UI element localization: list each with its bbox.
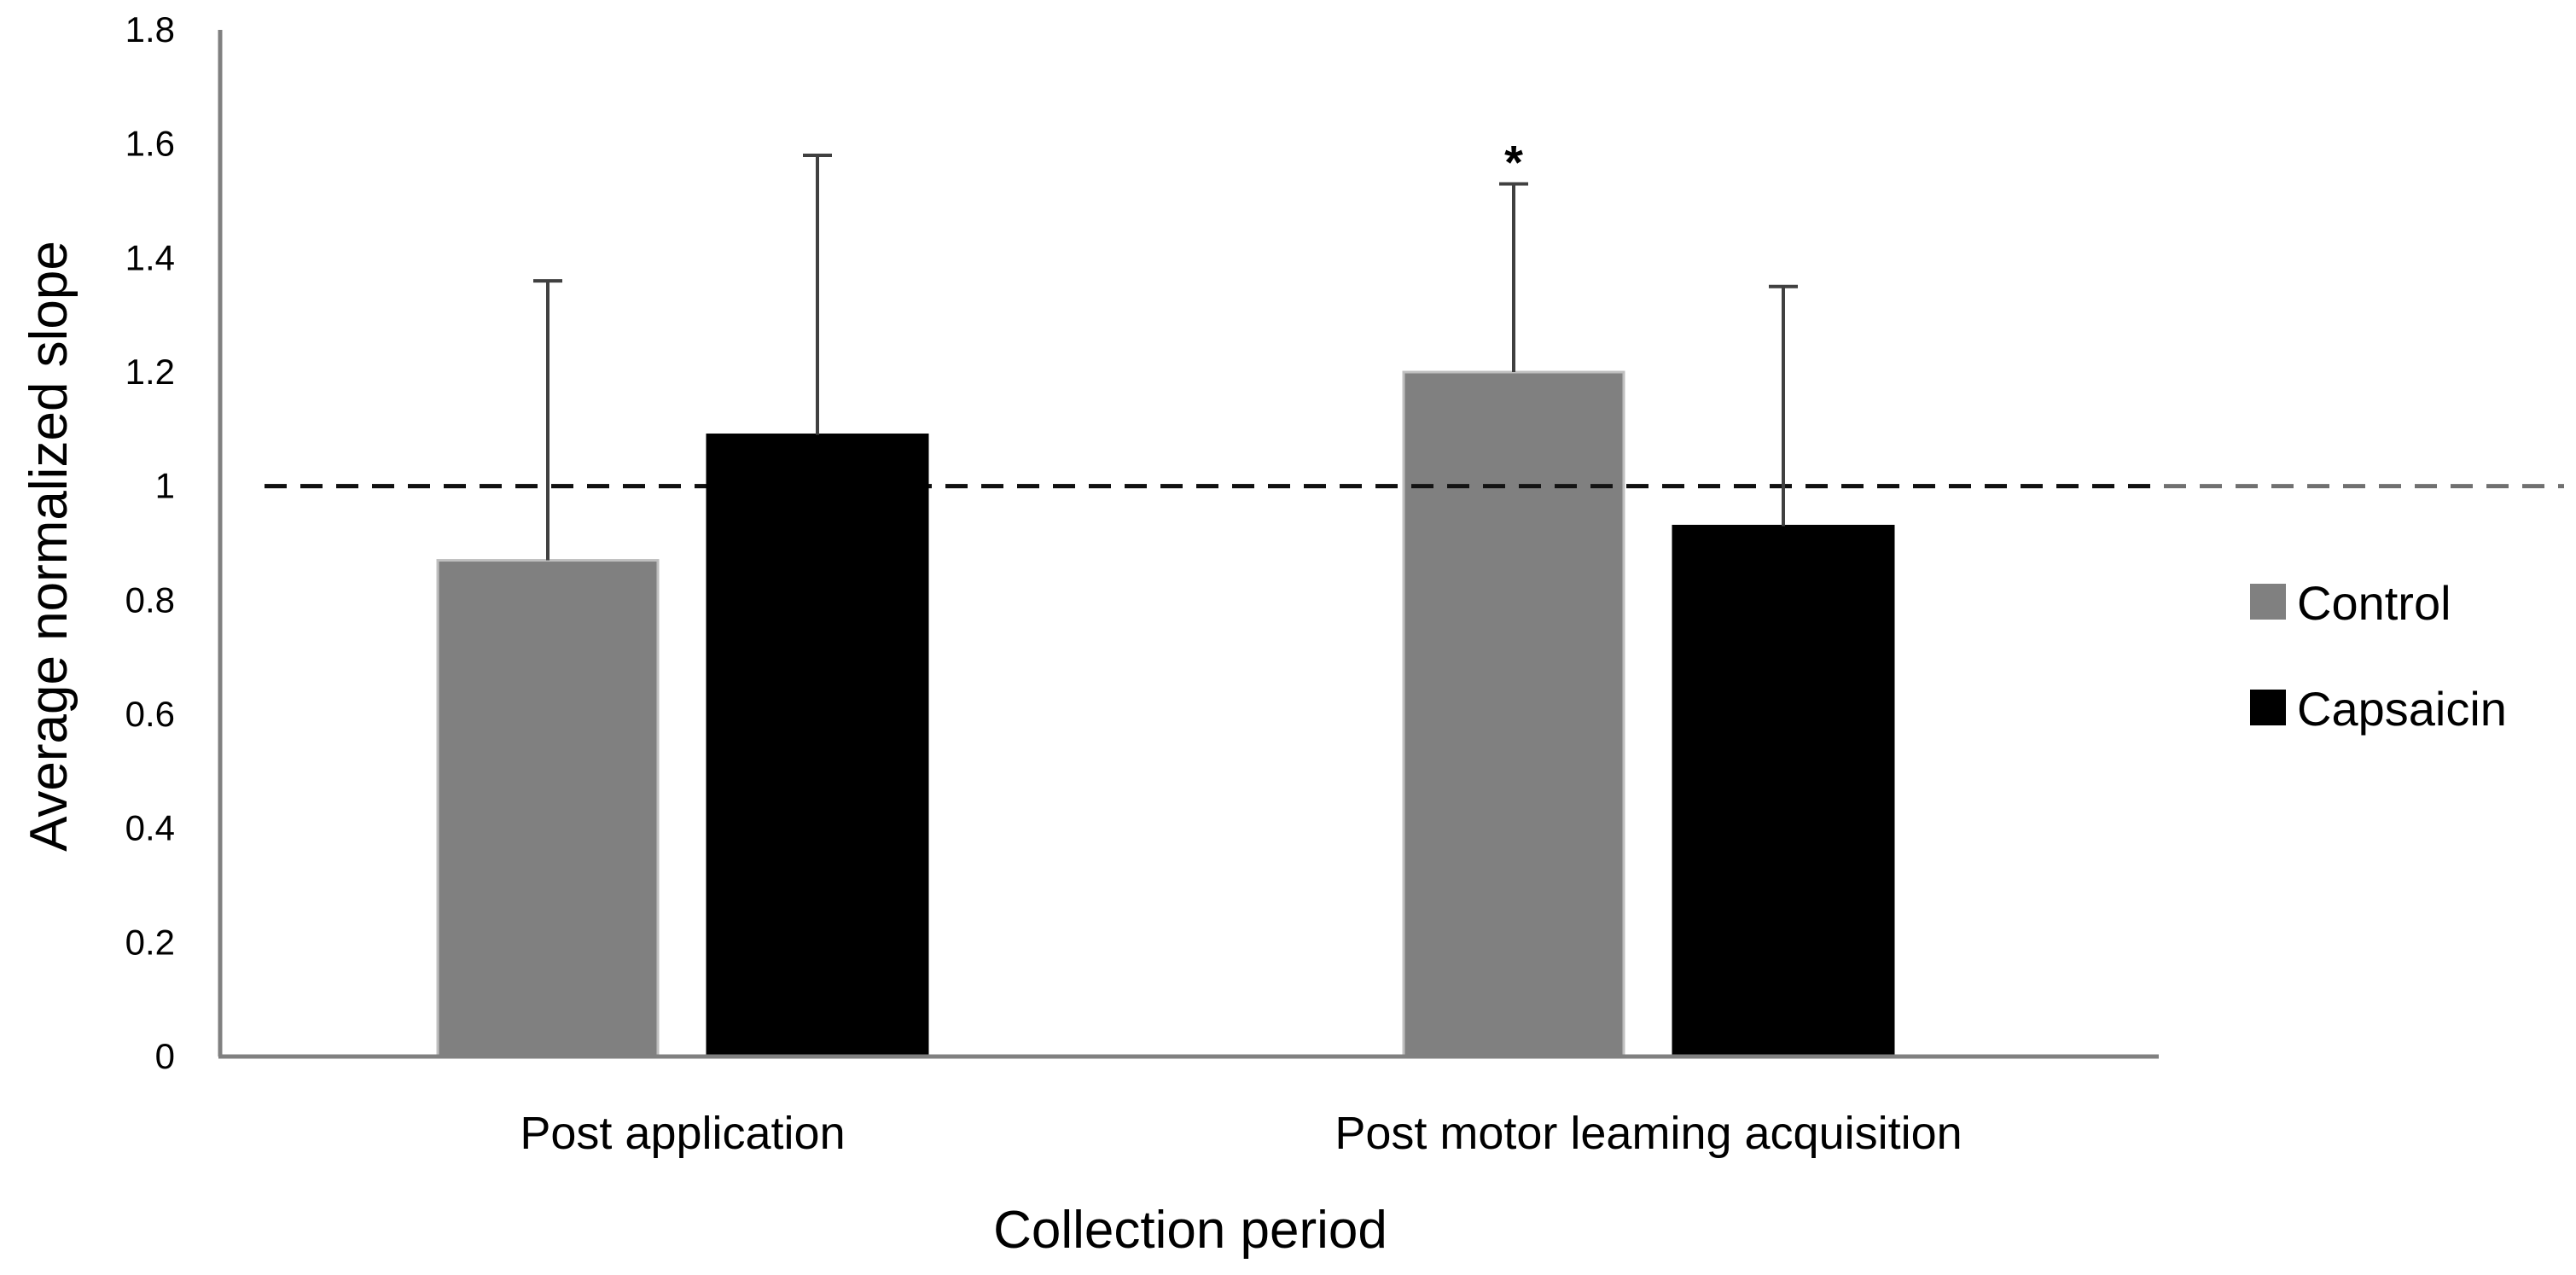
y-tick-label: 1 — [155, 466, 175, 506]
y-tick-label: 0.8 — [125, 579, 175, 620]
y-tick-label: 1.2 — [125, 352, 175, 392]
y-tick-label: 0 — [155, 1036, 175, 1076]
legend-label-capsaicin: Capsaicin — [2297, 682, 2507, 736]
legend-label-control: Control — [2297, 576, 2451, 630]
y-tick-label: 1.4 — [125, 237, 175, 277]
bar-control-1 — [436, 559, 660, 1058]
y-axis-title: Average normalized slope — [20, 241, 79, 852]
y-tick-label: 0.4 — [125, 808, 175, 848]
bar-control-2 — [1402, 370, 1625, 1058]
bar-capsaicin-1 — [706, 434, 929, 1058]
bars-layer — [265, 370, 2159, 1058]
category-label: Post motor leaming acquisition — [1335, 1108, 1962, 1159]
annotations-layer: * — [1504, 135, 1523, 189]
category-labels-layer: Post application Post motor leaming acqui… — [520, 1108, 1962, 1159]
y-tick-label: 1.8 — [125, 9, 175, 49]
y-tick-label: 0.2 — [125, 922, 175, 962]
axes-layer — [218, 30, 2159, 1059]
legend: Control Capsaicin — [2250, 576, 2507, 736]
y-tick-label: 0.6 — [125, 694, 175, 734]
bar-capsaicin-2 — [1672, 524, 1895, 1058]
significance-marker: * — [1504, 135, 1523, 189]
legend-swatch-capsaicin — [2250, 690, 2286, 725]
y-ticks-layer: 0 0.2 0.4 0.6 0.8 1 1.2 1.4 1.6 1.8 — [125, 9, 175, 1076]
legend-swatch-control — [2250, 584, 2286, 620]
y-tick-label: 1.6 — [125, 124, 175, 164]
category-label: Post application — [520, 1108, 845, 1159]
error-bars-layer — [533, 154, 1798, 561]
x-axis-title: Collection period — [993, 1201, 1387, 1260]
